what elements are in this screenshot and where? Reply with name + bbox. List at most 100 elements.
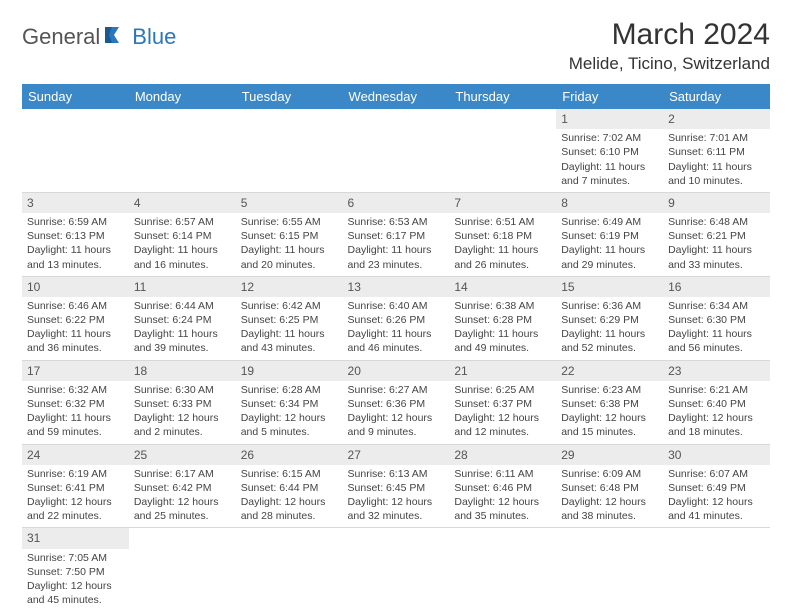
day-body: Sunrise: 6:46 AMSunset: 6:22 PMDaylight:… bbox=[22, 297, 129, 360]
calendar-cell: 21Sunrise: 6:25 AMSunset: 6:37 PMDayligh… bbox=[449, 360, 556, 444]
brand-part1: General bbox=[22, 24, 100, 50]
day-number: 11 bbox=[129, 277, 236, 297]
calendar-cell: 11Sunrise: 6:44 AMSunset: 6:24 PMDayligh… bbox=[129, 276, 236, 360]
sunset-text: Sunset: 6:15 PM bbox=[241, 229, 338, 243]
weekday-header: Tuesday bbox=[236, 84, 343, 109]
calendar-cell: 1Sunrise: 7:02 AMSunset: 6:10 PMDaylight… bbox=[556, 109, 663, 192]
day-number: 18 bbox=[129, 361, 236, 381]
day-body: Sunrise: 6:07 AMSunset: 6:49 PMDaylight:… bbox=[663, 465, 770, 528]
sunset-text: Sunset: 6:45 PM bbox=[348, 481, 445, 495]
daylight-text: Daylight: 11 hours and 46 minutes. bbox=[348, 327, 445, 355]
calendar-cell bbox=[236, 528, 343, 611]
daylight-text: Daylight: 12 hours and 45 minutes. bbox=[27, 579, 124, 607]
calendar-cell: 6Sunrise: 6:53 AMSunset: 6:17 PMDaylight… bbox=[343, 192, 450, 276]
day-body: Sunrise: 7:01 AMSunset: 6:11 PMDaylight:… bbox=[663, 129, 770, 192]
daylight-text: Daylight: 12 hours and 12 minutes. bbox=[454, 411, 551, 439]
day-body: Sunrise: 6:09 AMSunset: 6:48 PMDaylight:… bbox=[556, 465, 663, 528]
sunset-text: Sunset: 6:32 PM bbox=[27, 397, 124, 411]
day-body: Sunrise: 6:53 AMSunset: 6:17 PMDaylight:… bbox=[343, 213, 450, 276]
sunset-text: Sunset: 6:38 PM bbox=[561, 397, 658, 411]
calendar-cell bbox=[449, 109, 556, 192]
day-body: Sunrise: 6:49 AMSunset: 6:19 PMDaylight:… bbox=[556, 213, 663, 276]
sunrise-text: Sunrise: 6:17 AM bbox=[134, 467, 231, 481]
sunrise-text: Sunrise: 6:48 AM bbox=[668, 215, 765, 229]
daylight-text: Daylight: 12 hours and 41 minutes. bbox=[668, 495, 765, 523]
day-body: Sunrise: 6:38 AMSunset: 6:28 PMDaylight:… bbox=[449, 297, 556, 360]
sunset-text: Sunset: 6:25 PM bbox=[241, 313, 338, 327]
calendar-cell: 25Sunrise: 6:17 AMSunset: 6:42 PMDayligh… bbox=[129, 444, 236, 528]
day-number: 10 bbox=[22, 277, 129, 297]
day-body: Sunrise: 6:34 AMSunset: 6:30 PMDaylight:… bbox=[663, 297, 770, 360]
calendar-cell bbox=[556, 528, 663, 611]
daylight-text: Daylight: 11 hours and 43 minutes. bbox=[241, 327, 338, 355]
sunrise-text: Sunrise: 7:02 AM bbox=[561, 131, 658, 145]
daylight-text: Daylight: 11 hours and 10 minutes. bbox=[668, 160, 765, 188]
day-body: Sunrise: 6:55 AMSunset: 6:15 PMDaylight:… bbox=[236, 213, 343, 276]
sunrise-text: Sunrise: 6:28 AM bbox=[241, 383, 338, 397]
brand-part2: Blue bbox=[132, 24, 176, 50]
daylight-text: Daylight: 12 hours and 5 minutes. bbox=[241, 411, 338, 439]
sunrise-text: Sunrise: 6:09 AM bbox=[561, 467, 658, 481]
day-number: 25 bbox=[129, 445, 236, 465]
day-body: Sunrise: 6:36 AMSunset: 6:29 PMDaylight:… bbox=[556, 297, 663, 360]
sunset-text: Sunset: 6:22 PM bbox=[27, 313, 124, 327]
calendar-cell: 16Sunrise: 6:34 AMSunset: 6:30 PMDayligh… bbox=[663, 276, 770, 360]
sunrise-text: Sunrise: 7:01 AM bbox=[668, 131, 765, 145]
calendar-cell: 23Sunrise: 6:21 AMSunset: 6:40 PMDayligh… bbox=[663, 360, 770, 444]
calendar-table: SundayMondayTuesdayWednesdayThursdayFrid… bbox=[22, 84, 770, 611]
sunrise-text: Sunrise: 6:53 AM bbox=[348, 215, 445, 229]
day-body: Sunrise: 6:17 AMSunset: 6:42 PMDaylight:… bbox=[129, 465, 236, 528]
calendar-cell bbox=[343, 109, 450, 192]
daylight-text: Daylight: 11 hours and 33 minutes. bbox=[668, 243, 765, 271]
calendar-cell: 5Sunrise: 6:55 AMSunset: 6:15 PMDaylight… bbox=[236, 192, 343, 276]
calendar-cell: 30Sunrise: 6:07 AMSunset: 6:49 PMDayligh… bbox=[663, 444, 770, 528]
calendar-cell: 9Sunrise: 6:48 AMSunset: 6:21 PMDaylight… bbox=[663, 192, 770, 276]
day-number: 8 bbox=[556, 193, 663, 213]
day-number: 30 bbox=[663, 445, 770, 465]
title-block: March 2024 Melide, Ticino, Switzerland bbox=[569, 18, 770, 74]
day-body: Sunrise: 6:15 AMSunset: 6:44 PMDaylight:… bbox=[236, 465, 343, 528]
calendar-cell: 28Sunrise: 6:11 AMSunset: 6:46 PMDayligh… bbox=[449, 444, 556, 528]
calendar-cell bbox=[22, 109, 129, 192]
calendar-cell: 10Sunrise: 6:46 AMSunset: 6:22 PMDayligh… bbox=[22, 276, 129, 360]
calendar-cell bbox=[449, 528, 556, 611]
day-number: 3 bbox=[22, 193, 129, 213]
calendar-cell: 27Sunrise: 6:13 AMSunset: 6:45 PMDayligh… bbox=[343, 444, 450, 528]
day-body: Sunrise: 6:59 AMSunset: 6:13 PMDaylight:… bbox=[22, 213, 129, 276]
daylight-text: Daylight: 12 hours and 35 minutes. bbox=[454, 495, 551, 523]
sunset-text: Sunset: 6:29 PM bbox=[561, 313, 658, 327]
sunset-text: Sunset: 6:13 PM bbox=[27, 229, 124, 243]
day-number: 20 bbox=[343, 361, 450, 381]
day-number: 15 bbox=[556, 277, 663, 297]
daylight-text: Daylight: 11 hours and 16 minutes. bbox=[134, 243, 231, 271]
sunrise-text: Sunrise: 6:27 AM bbox=[348, 383, 445, 397]
day-number: 13 bbox=[343, 277, 450, 297]
sunset-text: Sunset: 7:50 PM bbox=[27, 565, 124, 579]
weekday-header: Monday bbox=[129, 84, 236, 109]
day-body: Sunrise: 6:40 AMSunset: 6:26 PMDaylight:… bbox=[343, 297, 450, 360]
day-body: Sunrise: 6:25 AMSunset: 6:37 PMDaylight:… bbox=[449, 381, 556, 444]
sunrise-text: Sunrise: 6:38 AM bbox=[454, 299, 551, 313]
sunrise-text: Sunrise: 6:23 AM bbox=[561, 383, 658, 397]
sunrise-text: Sunrise: 6:55 AM bbox=[241, 215, 338, 229]
day-body: Sunrise: 6:23 AMSunset: 6:38 PMDaylight:… bbox=[556, 381, 663, 444]
day-number: 17 bbox=[22, 361, 129, 381]
daylight-text: Daylight: 11 hours and 23 minutes. bbox=[348, 243, 445, 271]
daylight-text: Daylight: 12 hours and 9 minutes. bbox=[348, 411, 445, 439]
flag-icon bbox=[104, 25, 130, 50]
day-number: 16 bbox=[663, 277, 770, 297]
daylight-text: Daylight: 12 hours and 25 minutes. bbox=[134, 495, 231, 523]
sunrise-text: Sunrise: 6:15 AM bbox=[241, 467, 338, 481]
calendar-cell: 4Sunrise: 6:57 AMSunset: 6:14 PMDaylight… bbox=[129, 192, 236, 276]
day-number: 2 bbox=[663, 109, 770, 129]
sunrise-text: Sunrise: 6:30 AM bbox=[134, 383, 231, 397]
day-number: 5 bbox=[236, 193, 343, 213]
daylight-text: Daylight: 12 hours and 32 minutes. bbox=[348, 495, 445, 523]
day-body: Sunrise: 7:02 AMSunset: 6:10 PMDaylight:… bbox=[556, 129, 663, 192]
calendar-cell: 7Sunrise: 6:51 AMSunset: 6:18 PMDaylight… bbox=[449, 192, 556, 276]
calendar-cell bbox=[236, 109, 343, 192]
calendar-cell: 22Sunrise: 6:23 AMSunset: 6:38 PMDayligh… bbox=[556, 360, 663, 444]
day-number: 19 bbox=[236, 361, 343, 381]
brand-logo: General Blue bbox=[22, 24, 176, 50]
sunrise-text: Sunrise: 6:25 AM bbox=[454, 383, 551, 397]
